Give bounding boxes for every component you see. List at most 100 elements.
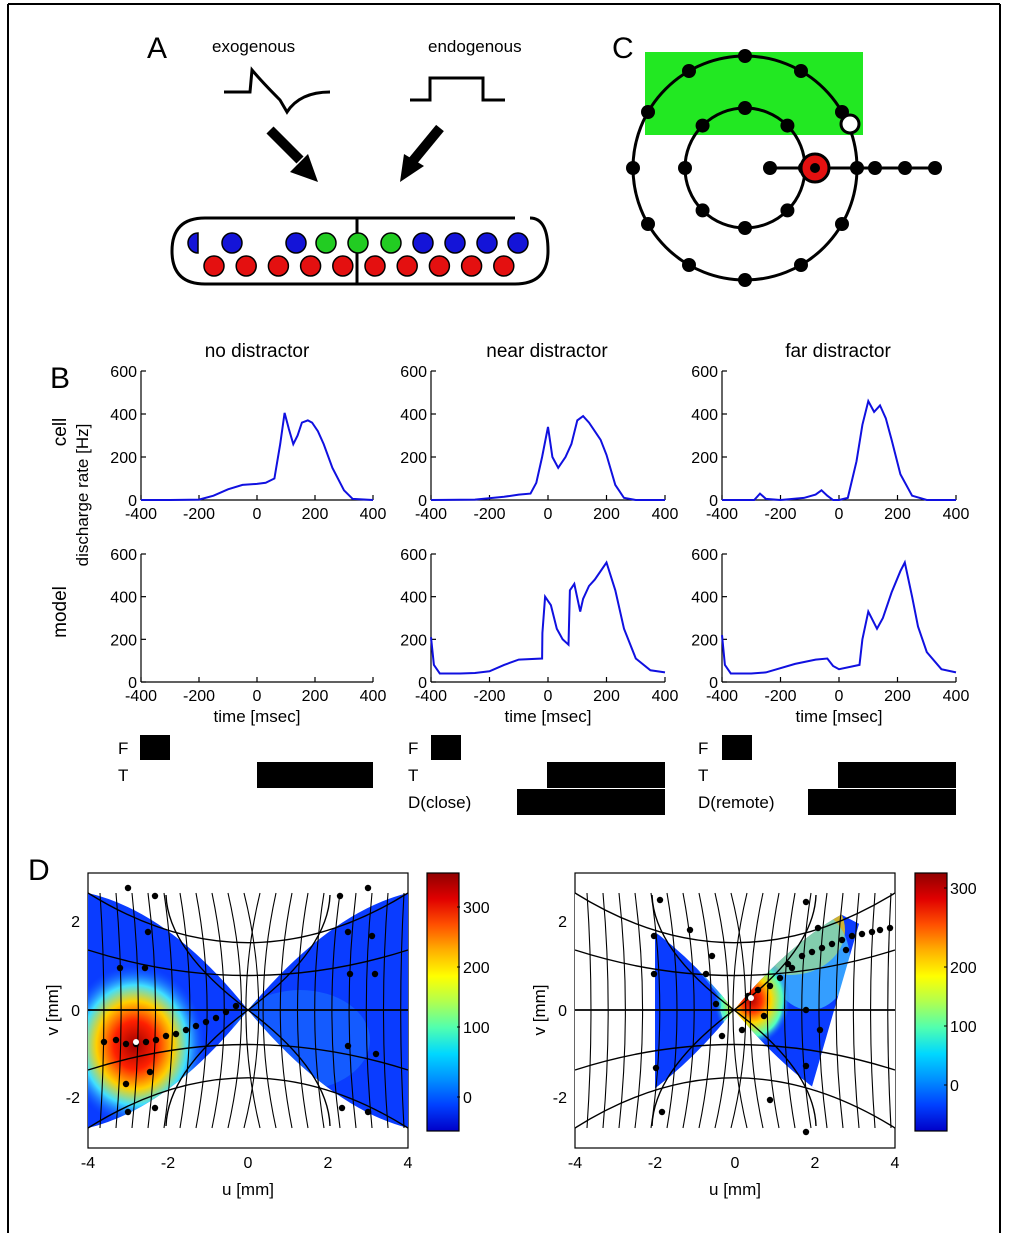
ring-dot — [641, 217, 656, 231]
x-tick-label: 400 — [360, 506, 387, 523]
recording-sites-right — [650, 896, 894, 1136]
x-tick-label: 200 — [884, 688, 911, 705]
y-tick-label: 600 — [400, 364, 427, 381]
colorbar-tick: 100 — [950, 1019, 977, 1036]
recording-site — [116, 964, 124, 972]
recording-site — [364, 884, 372, 892]
discharge-plots: -400 -200 0 200 400 0 200 400 600 -400 -200 0 200 400… — [110, 364, 969, 726]
colorbar-tick: 0 — [950, 1078, 959, 1095]
recording-site — [650, 932, 658, 940]
recording-site — [368, 932, 376, 940]
map-x-tick: 4 — [891, 1155, 900, 1172]
endogenous-label: endogenous — [428, 37, 522, 56]
event-f-2: F — [408, 739, 418, 758]
neuron-bottom — [203, 255, 225, 277]
x-tick-label: -200 — [183, 506, 215, 523]
recording-site — [818, 944, 826, 952]
recording-site — [712, 1000, 720, 1008]
neuron-bottom — [267, 255, 290, 277]
recording-site — [336, 892, 344, 900]
discharge-trace — [430, 414, 665, 501]
y-tick-label: 0 — [709, 675, 718, 692]
colorbar-left — [426, 872, 460, 1132]
recording-site — [686, 926, 694, 934]
recording-site — [766, 982, 774, 990]
x-tick-label: -400 — [415, 688, 447, 705]
recording-site — [842, 946, 850, 954]
recording-site — [788, 964, 796, 972]
plot-axes: -400 -200 0 200 400 0 200 400 600 — [110, 547, 386, 705]
x-axis-label: time [msec] — [505, 707, 592, 726]
recording-site — [144, 928, 152, 936]
y-tick-label: 400 — [691, 590, 718, 607]
map-x-tick: -2 — [648, 1155, 662, 1172]
neuron-top — [380, 232, 402, 254]
ring-dot — [682, 64, 696, 79]
target-bar-2 — [547, 762, 665, 788]
x-tick-label: -400 — [706, 506, 738, 523]
recording-site — [338, 1104, 346, 1112]
x-tick-label: 400 — [943, 506, 970, 523]
target-center — [810, 163, 820, 173]
x-tick-label: -200 — [764, 506, 796, 523]
column-title-1: no distractor — [205, 341, 310, 362]
plot-axes: -400 -200 0 200 400 0 200 400 600 — [400, 364, 678, 523]
x-tick-label: 400 — [943, 688, 970, 705]
neuron-row-bottom — [203, 255, 515, 277]
recording-site — [802, 1128, 810, 1136]
map-y-tick: 0 — [71, 1003, 80, 1020]
column-title-2: near distractor — [486, 341, 608, 362]
ring-dot — [834, 217, 849, 231]
discharge-trace — [141, 412, 374, 501]
panel-label-a: A — [147, 32, 167, 65]
colorbar-tick: 100 — [463, 1020, 490, 1037]
y-tick-label: 200 — [110, 632, 137, 649]
y-tick-label: 0 — [418, 493, 427, 510]
ring-dot — [780, 203, 795, 218]
recording-site — [212, 1014, 220, 1022]
recording-site — [146, 1068, 154, 1076]
input-arrow-right — [400, 124, 444, 182]
neuron-top — [315, 232, 337, 254]
recording-site — [202, 1018, 210, 1026]
x-tick-label: 400 — [652, 506, 679, 523]
ring-dot — [695, 118, 710, 133]
event-d-remote: D(remote) — [698, 793, 775, 812]
fixation-bar-3 — [722, 735, 752, 760]
y-tick-label: 600 — [110, 364, 137, 381]
plot-axes: -400 -200 0 200 400 0 200 400 600 — [400, 547, 678, 705]
x-tick-label: 400 — [652, 688, 679, 705]
y-tick-label: 600 — [110, 547, 137, 564]
x-tick-label: 0 — [835, 506, 844, 523]
ring-dot — [738, 101, 752, 115]
map-y-tick: 2 — [71, 914, 80, 931]
map-x-tick: -4 — [568, 1155, 582, 1172]
map-x-tick: 2 — [811, 1155, 820, 1172]
recording-site — [346, 970, 354, 978]
recording-site — [776, 974, 784, 982]
y-tick-label: 400 — [691, 407, 718, 424]
recording-site — [192, 1022, 200, 1030]
recording-site — [124, 1108, 132, 1116]
y-tick-label: 0 — [418, 675, 427, 692]
y-tick-label: 200 — [110, 450, 137, 467]
x-tick-label: -400 — [125, 688, 157, 705]
ring-dot — [738, 49, 752, 63]
map-grid-left — [87, 892, 409, 1129]
event-f-3: F — [698, 739, 708, 758]
x-tick-label: -200 — [473, 688, 505, 705]
neuron-top — [507, 232, 529, 254]
neuron-bottom — [332, 255, 354, 277]
recording-site — [838, 936, 846, 944]
y-tick-label: 600 — [691, 547, 718, 564]
neuron-bottom — [428, 255, 451, 277]
neuron-top — [476, 232, 498, 254]
neuron-bottom — [493, 255, 515, 277]
x-tick-label: -400 — [125, 506, 157, 523]
event-bars: F T F T D(close) F T D(remote) — [118, 735, 956, 815]
neuron-bottom — [235, 255, 257, 277]
x-tick-label: -200 — [764, 688, 796, 705]
neuron-top — [285, 232, 307, 254]
x-tick-label: -200 — [183, 688, 215, 705]
